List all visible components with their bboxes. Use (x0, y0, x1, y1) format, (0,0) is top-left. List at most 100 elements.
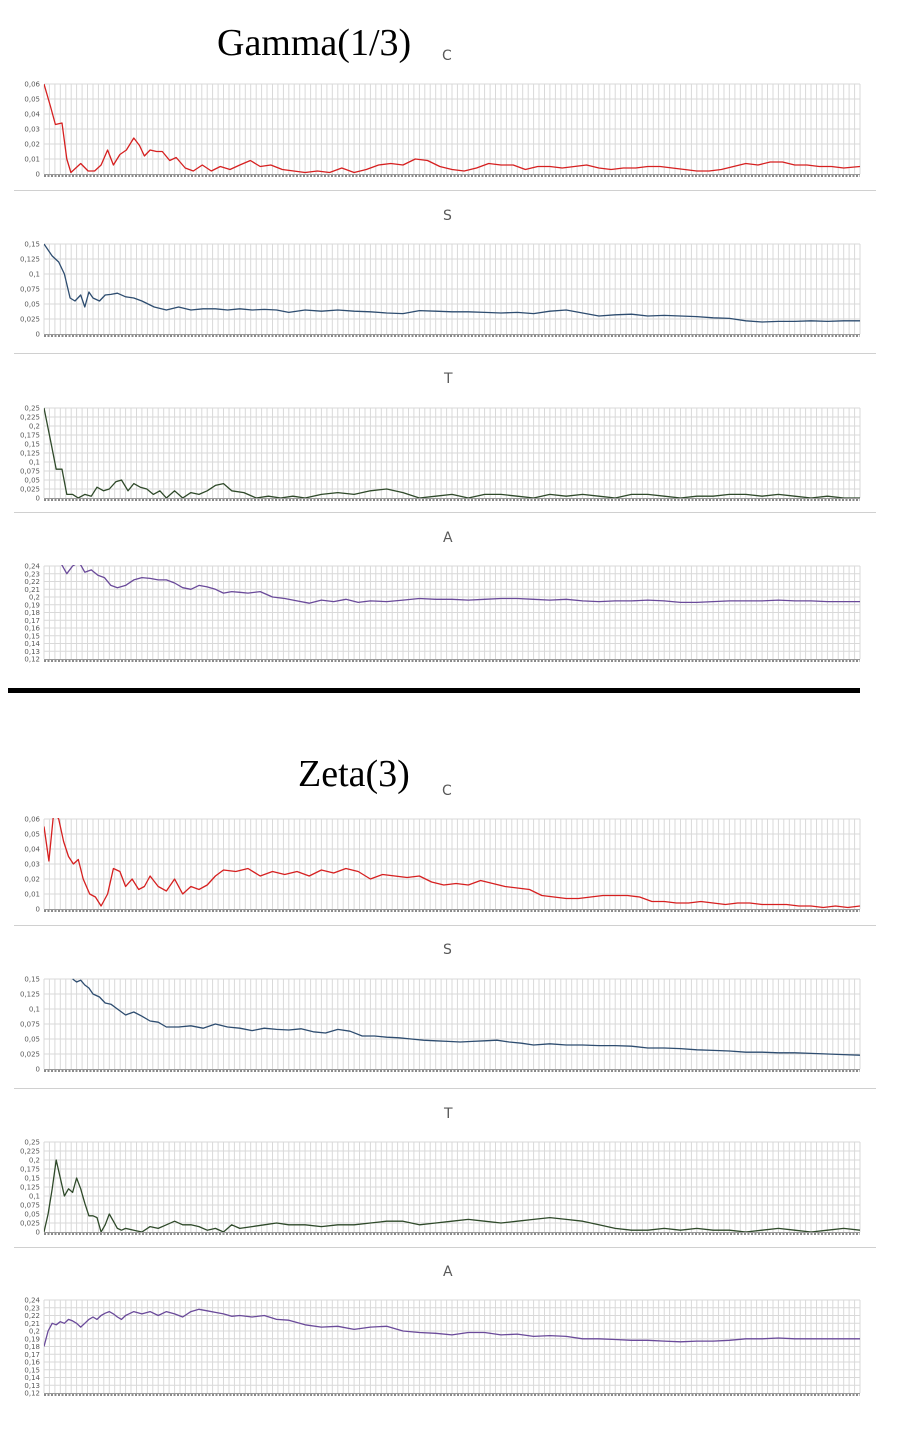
y-tick-label: 0,05 (24, 477, 40, 485)
y-tick-label: 0,06 (24, 816, 40, 824)
y-tick-label: 0 (36, 906, 40, 914)
y-tick-label: 0 (36, 495, 40, 503)
chart-title: T (444, 371, 453, 387)
y-tick-label: 0,23 (24, 1304, 40, 1312)
y-tick-label: 0,05 (24, 831, 40, 839)
y-tick-label: 0,19 (24, 1335, 40, 1343)
y-tick-label: 0,22 (24, 578, 40, 586)
y-tick-label: 0,14 (24, 640, 40, 648)
y-tick-label: 0,03 (24, 126, 40, 134)
y-tick-label: 0,25 (24, 405, 40, 413)
y-tick-label: 0,24 (24, 1297, 40, 1305)
y-tick-label: 0,075 (20, 1021, 40, 1029)
y-tick-label: 0,06 (24, 81, 40, 89)
y-tick-label: 0,02 (24, 876, 40, 884)
y-tick-label: 0,1 (29, 1006, 40, 1014)
y-tick-label: 0,24 (24, 563, 40, 571)
chart-title: C (442, 48, 452, 64)
y-tick-label: 0,175 (20, 1166, 40, 1174)
y-tick-label: 0,075 (20, 468, 40, 476)
series-line (44, 1159, 860, 1232)
y-tick-label: 0,01 (24, 156, 40, 164)
y-tick-label: 0,05 (24, 1211, 40, 1219)
y-tick-label: 0,13 (24, 648, 40, 656)
y-tick-label: 0,2 (29, 594, 40, 602)
y-tick-label: 0,12 (24, 656, 40, 664)
chart-gamma-c: C 0 0,01 0,02 0,03 0,04 0,05 0,06 (0, 40, 880, 190)
y-tick-label: 0,025 (20, 1220, 40, 1228)
y-tick-label: 0,01 (24, 891, 40, 899)
y-tick-label: 0,2 (29, 1328, 40, 1336)
chart-plot: 00,0250,050,0750,10,1250,150,1750,20,225… (20, 405, 861, 503)
chart-plot: 0 0,025 0,05 0,075 0,1 0,125 0,15 (20, 976, 861, 1074)
y-tick-label: 0,02 (24, 141, 40, 149)
y-tick-label: 0,075 (20, 286, 40, 294)
y-tick-label: 0,18 (24, 1343, 40, 1351)
y-tick-label: 0,04 (24, 111, 40, 119)
y-tick-label: 0,19 (24, 601, 40, 609)
series-line (44, 407, 860, 498)
y-tick-label: 0,12 (24, 1390, 40, 1398)
y-tick-label: 0,125 (20, 256, 40, 264)
chart-zeta-t: T 0 0,025 0,05 0,075 0,1 0,125 0,15 0,175 0,2 0,2… (0, 1098, 880, 1246)
y-tick-label: 0,1 (29, 1193, 40, 1201)
y-tick-label: 0,025 (20, 486, 40, 494)
y-tick-label: 0 (36, 1066, 40, 1074)
y-tick-label: 0,18 (24, 609, 40, 617)
y-tick-label: 0,21 (24, 586, 40, 594)
y-tick-label: 0,04 (24, 846, 40, 854)
y-tick-label: 0,05 (24, 1036, 40, 1044)
y-tick-label: 0,05 (24, 301, 40, 309)
y-tick-label: 0 (36, 171, 40, 179)
chart-gamma-t: T 0 0,025 0,05 0,075 0,1 0,125 0,15 0,175 0,2 0,2… (0, 364, 880, 512)
y-tick-label: 0,075 (20, 1202, 40, 1210)
y-tick-label: 0,175 (20, 432, 40, 440)
chart-zeta-a: A 0,12 0,13 0,14 0,15 0,16 0,17 0,18 0,19 0,2 0,2… (0, 1258, 880, 1400)
group-title-zeta: Zeta(3) (298, 753, 410, 795)
series-line (61, 565, 860, 604)
y-tick-label: 0,225 (20, 1148, 40, 1156)
chart-plot: 0,120,130,140,150,160,170,180,190,20,210… (24, 563, 861, 664)
chart-plot: 0,120,130,140,150,160,170,180,190,20,210… (24, 1297, 861, 1398)
chart-gamma-a: A 0,12 0,13 0,14 0,15 0,16 0,17 0,18 0,19 0,2 0,2… (0, 524, 880, 664)
group-divider (8, 688, 860, 693)
y-tick-label: 0,15 (24, 976, 40, 984)
y-tick-label: 0,125 (20, 450, 40, 458)
y-tick-label: 0,15 (24, 441, 40, 449)
y-tick-label: 0,22 (24, 1312, 40, 1320)
y-tick-label: 0,125 (20, 1184, 40, 1192)
y-tick-label: 0,2 (29, 1157, 40, 1165)
y-tick-label: 0,17 (24, 617, 40, 625)
y-tick-label: 0,16 (24, 625, 40, 633)
chart-title: S (443, 942, 452, 958)
chart-plot: 0 0,025 0,05 0,075 0,1 0,125 0,15 (20, 241, 861, 339)
series-line (44, 83, 860, 174)
y-tick-label: 0,15 (24, 1366, 40, 1374)
chart-separator (14, 512, 876, 513)
y-tick-label: 0,03 (24, 861, 40, 869)
chart-separator (14, 190, 876, 191)
chart-separator (14, 1247, 876, 1248)
y-tick-label: 0,15 (24, 632, 40, 640)
y-tick-label: 0,21 (24, 1320, 40, 1328)
y-tick-label: 0,25 (24, 1139, 40, 1147)
y-tick-label: 0 (36, 331, 40, 339)
y-tick-label: 0,05 (24, 96, 40, 104)
y-tick-label: 0,15 (24, 1175, 40, 1183)
series-line (72, 978, 860, 1056)
chart-plot: 0 0,01 0,02 0,03 0,04 0,05 0,06 (24, 81, 861, 179)
y-tick-label: 0,17 (24, 1351, 40, 1359)
series-line (44, 243, 860, 323)
series-line (44, 1308, 860, 1347)
y-tick-label: 0 (36, 1229, 40, 1237)
y-tick-label: 0,025 (20, 316, 40, 324)
chart-title: A (443, 530, 453, 546)
y-tick-label: 0,1 (29, 271, 40, 279)
chart-separator (14, 1088, 876, 1089)
chart-separator (14, 353, 876, 354)
y-tick-label: 0,025 (20, 1051, 40, 1059)
chart-title: A (443, 1264, 453, 1280)
y-tick-label: 0,16 (24, 1359, 40, 1367)
chart-zeta-s: S 0 0,025 0,05 0,075 0,1 0,125 0,15 (0, 935, 880, 1087)
chart-separator (14, 925, 876, 926)
